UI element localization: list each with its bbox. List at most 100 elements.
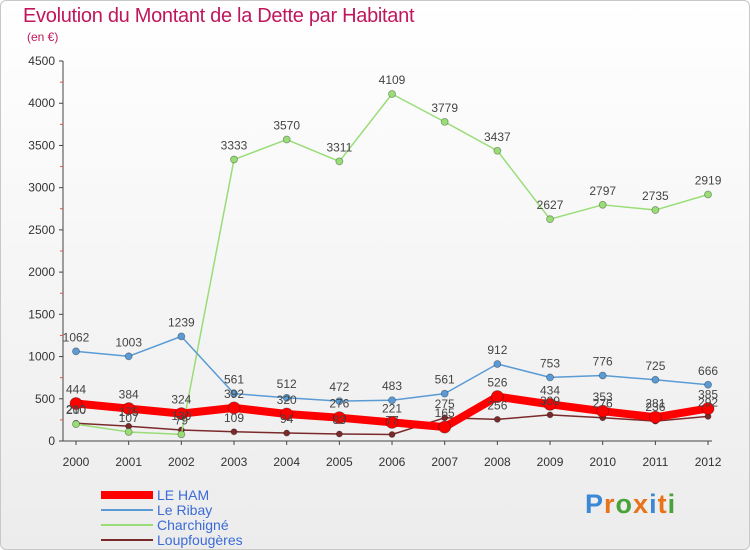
data-label: 392 bbox=[224, 387, 244, 401]
y-tick-label: 3000 bbox=[28, 181, 55, 195]
legend-label: LE HAM bbox=[157, 487, 210, 503]
data-label: 2919 bbox=[695, 174, 722, 188]
x-tick-label: 2010 bbox=[589, 455, 616, 469]
data-label: 3779 bbox=[431, 101, 458, 115]
legend-item: Charchigné bbox=[101, 517, 229, 533]
y-tick-label: 1000 bbox=[28, 350, 55, 364]
data-point bbox=[651, 375, 660, 384]
data-point bbox=[388, 396, 396, 405]
legend-label: Loupfougères bbox=[157, 532, 243, 548]
data-point bbox=[704, 190, 712, 199]
y-tick-label: 4000 bbox=[28, 96, 55, 110]
x-tick-label: 2005 bbox=[326, 455, 353, 469]
x-tick-label: 2011 bbox=[642, 455, 668, 469]
data-label: 236 bbox=[645, 400, 665, 414]
y-tick-label: 4500 bbox=[28, 54, 55, 68]
data-label: 200 bbox=[66, 403, 86, 417]
data-label: 175 bbox=[119, 405, 139, 419]
x-tick-label: 2002 bbox=[168, 455, 195, 469]
data-label: 281 bbox=[645, 396, 665, 410]
data-label: 666 bbox=[698, 364, 718, 378]
logo-letter: o bbox=[615, 489, 634, 519]
data-label: 3311 bbox=[326, 140, 352, 154]
data-label: 292 bbox=[698, 395, 718, 409]
data-point bbox=[124, 428, 133, 436]
data-point bbox=[701, 402, 715, 415]
data-label: 276 bbox=[593, 397, 613, 411]
data-point bbox=[72, 347, 80, 356]
data-point bbox=[122, 402, 136, 415]
proxiti-logo: Proxiti bbox=[585, 489, 676, 520]
logo-letter: x bbox=[633, 489, 650, 519]
data-point bbox=[227, 401, 241, 415]
logo-letter: P bbox=[585, 489, 605, 519]
logo-letter: i bbox=[667, 489, 677, 519]
y-tick-label: 500 bbox=[35, 392, 55, 406]
data-label: 912 bbox=[487, 343, 507, 357]
y-tick-label: 2500 bbox=[28, 223, 55, 237]
legend-swatch bbox=[101, 539, 153, 541]
data-point bbox=[651, 206, 660, 214]
data-label: 1239 bbox=[168, 315, 195, 329]
data-label: 472 bbox=[329, 380, 349, 394]
data-point bbox=[543, 397, 557, 411]
data-point bbox=[335, 430, 343, 438]
data-point bbox=[648, 410, 662, 424]
data-point bbox=[440, 389, 449, 398]
data-label: 320 bbox=[277, 393, 297, 407]
data-label: 77 bbox=[385, 413, 399, 427]
data-label: 107 bbox=[119, 411, 139, 425]
data-label: 384 bbox=[119, 388, 139, 402]
data-point bbox=[493, 360, 502, 368]
data-label: 210 bbox=[66, 402, 86, 416]
data-point bbox=[282, 135, 291, 144]
data-point bbox=[177, 332, 186, 341]
logo-letter: i bbox=[649, 489, 658, 519]
data-point bbox=[282, 393, 291, 402]
data-point bbox=[388, 431, 396, 438]
data-label: 4109 bbox=[379, 73, 406, 87]
data-label: 79 bbox=[175, 413, 189, 427]
data-label: 561 bbox=[224, 373, 244, 387]
data-label: 2735 bbox=[642, 189, 669, 203]
data-label: 444 bbox=[66, 383, 86, 397]
data-label: 109 bbox=[224, 411, 244, 425]
x-tick-label: 2008 bbox=[484, 455, 511, 469]
legend-item: Loupfougères bbox=[101, 532, 243, 548]
data-point bbox=[440, 117, 449, 126]
data-point bbox=[598, 200, 607, 209]
data-label: 725 bbox=[645, 359, 665, 373]
data-point bbox=[388, 90, 396, 98]
data-point bbox=[438, 420, 452, 434]
legend-swatch bbox=[101, 491, 153, 499]
logo-letter: r bbox=[604, 489, 616, 519]
data-point bbox=[174, 407, 188, 421]
logo-letter: t bbox=[657, 489, 668, 519]
data-label: 483 bbox=[382, 379, 402, 393]
data-point bbox=[385, 415, 399, 429]
data-point bbox=[230, 428, 238, 436]
data-point bbox=[546, 215, 554, 224]
chart-title: Evolution du Montant de la Dette par Hab… bbox=[23, 5, 415, 27]
data-label: 2627 bbox=[537, 198, 564, 212]
data-label: 324 bbox=[171, 393, 191, 407]
data-point bbox=[124, 352, 133, 361]
data-point bbox=[546, 411, 554, 419]
data-label: 2797 bbox=[589, 184, 616, 198]
y-tick-label: 1500 bbox=[28, 307, 55, 321]
data-point bbox=[546, 373, 554, 382]
legend-item: LE HAM bbox=[101, 487, 209, 503]
x-tick-label: 2003 bbox=[221, 455, 248, 469]
data-label: 3333 bbox=[221, 139, 248, 153]
data-point bbox=[441, 414, 449, 422]
data-label: 434 bbox=[540, 383, 560, 397]
x-tick-label: 2006 bbox=[379, 455, 406, 469]
y-tick-label: 0 bbox=[48, 434, 55, 448]
data-label: 165 bbox=[435, 406, 455, 420]
data-label: 776 bbox=[593, 354, 613, 368]
data-label: 83 bbox=[333, 413, 347, 427]
data-label: 130 bbox=[171, 409, 191, 423]
data-point bbox=[493, 415, 501, 423]
data-label: 3570 bbox=[273, 119, 300, 133]
